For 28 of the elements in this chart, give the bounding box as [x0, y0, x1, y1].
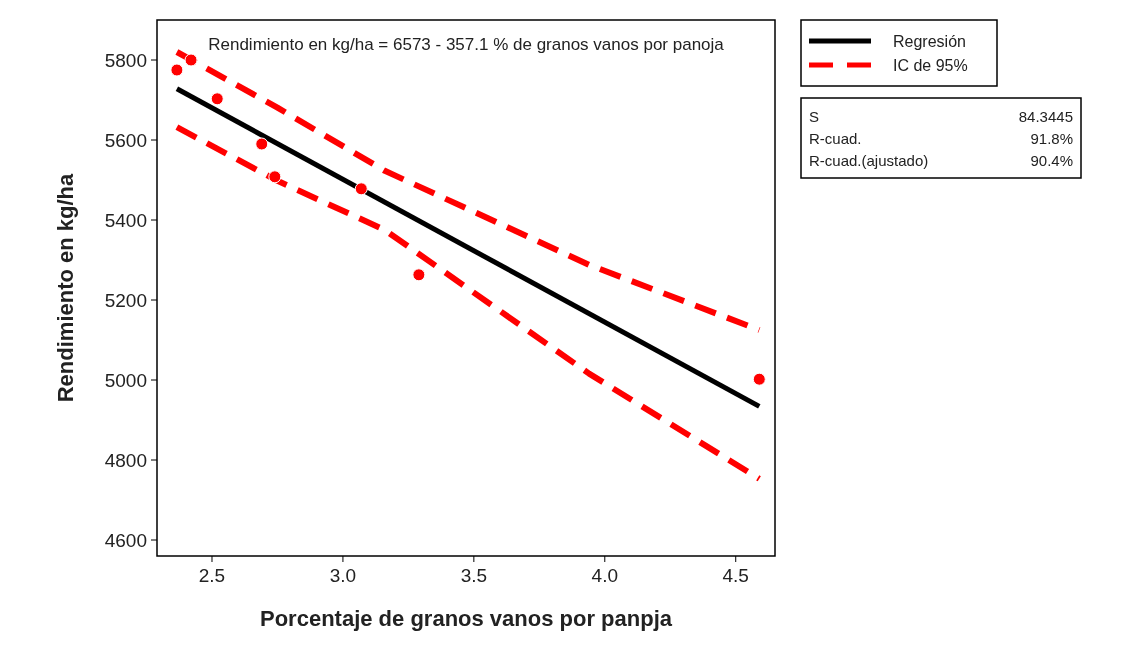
x-tick-label: 4.5 — [722, 565, 749, 586]
point — [210, 92, 224, 106]
y-tick-label: 5000 — [104, 370, 147, 391]
point — [268, 170, 282, 184]
x-tick-label: 3.0 — [329, 565, 357, 586]
text: Rendimiento en kg/ha = 6573 - 357.1 % de granos vanos por panoja — [208, 35, 725, 54]
y-tick-label: 5800 — [104, 50, 147, 71]
x-tick-label: 4.0 — [591, 565, 618, 586]
point — [255, 137, 269, 151]
point — [184, 53, 198, 67]
point — [412, 268, 426, 282]
y-tick-label: 5600 — [104, 130, 147, 151]
text: S 84.3445 — [809, 108, 1073, 125]
point — [752, 372, 766, 386]
point — [170, 63, 184, 77]
y-tick-label: 4800 — [104, 450, 147, 471]
y-tick-label: 4600 — [104, 530, 147, 551]
y-tick-label: 5400 — [104, 210, 147, 231]
legend-label: Regresión — [893, 33, 966, 50]
text: R-cuad. 91.8% — [809, 130, 1073, 147]
x-tick-label: 2.5 — [198, 565, 226, 586]
y-tick-label: 5200 — [104, 290, 147, 311]
x-axis-title: Porcentaje de granos vanos por panpja — [260, 606, 673, 631]
y-axis-title: Rendimiento en kg/ha — [53, 172, 78, 403]
text: R-cuad.(ajustado) 90.4% — [809, 152, 1073, 169]
legend-label: IC de 95% — [893, 57, 968, 74]
x-tick-label: 3.5 — [460, 565, 488, 586]
point — [354, 182, 368, 196]
